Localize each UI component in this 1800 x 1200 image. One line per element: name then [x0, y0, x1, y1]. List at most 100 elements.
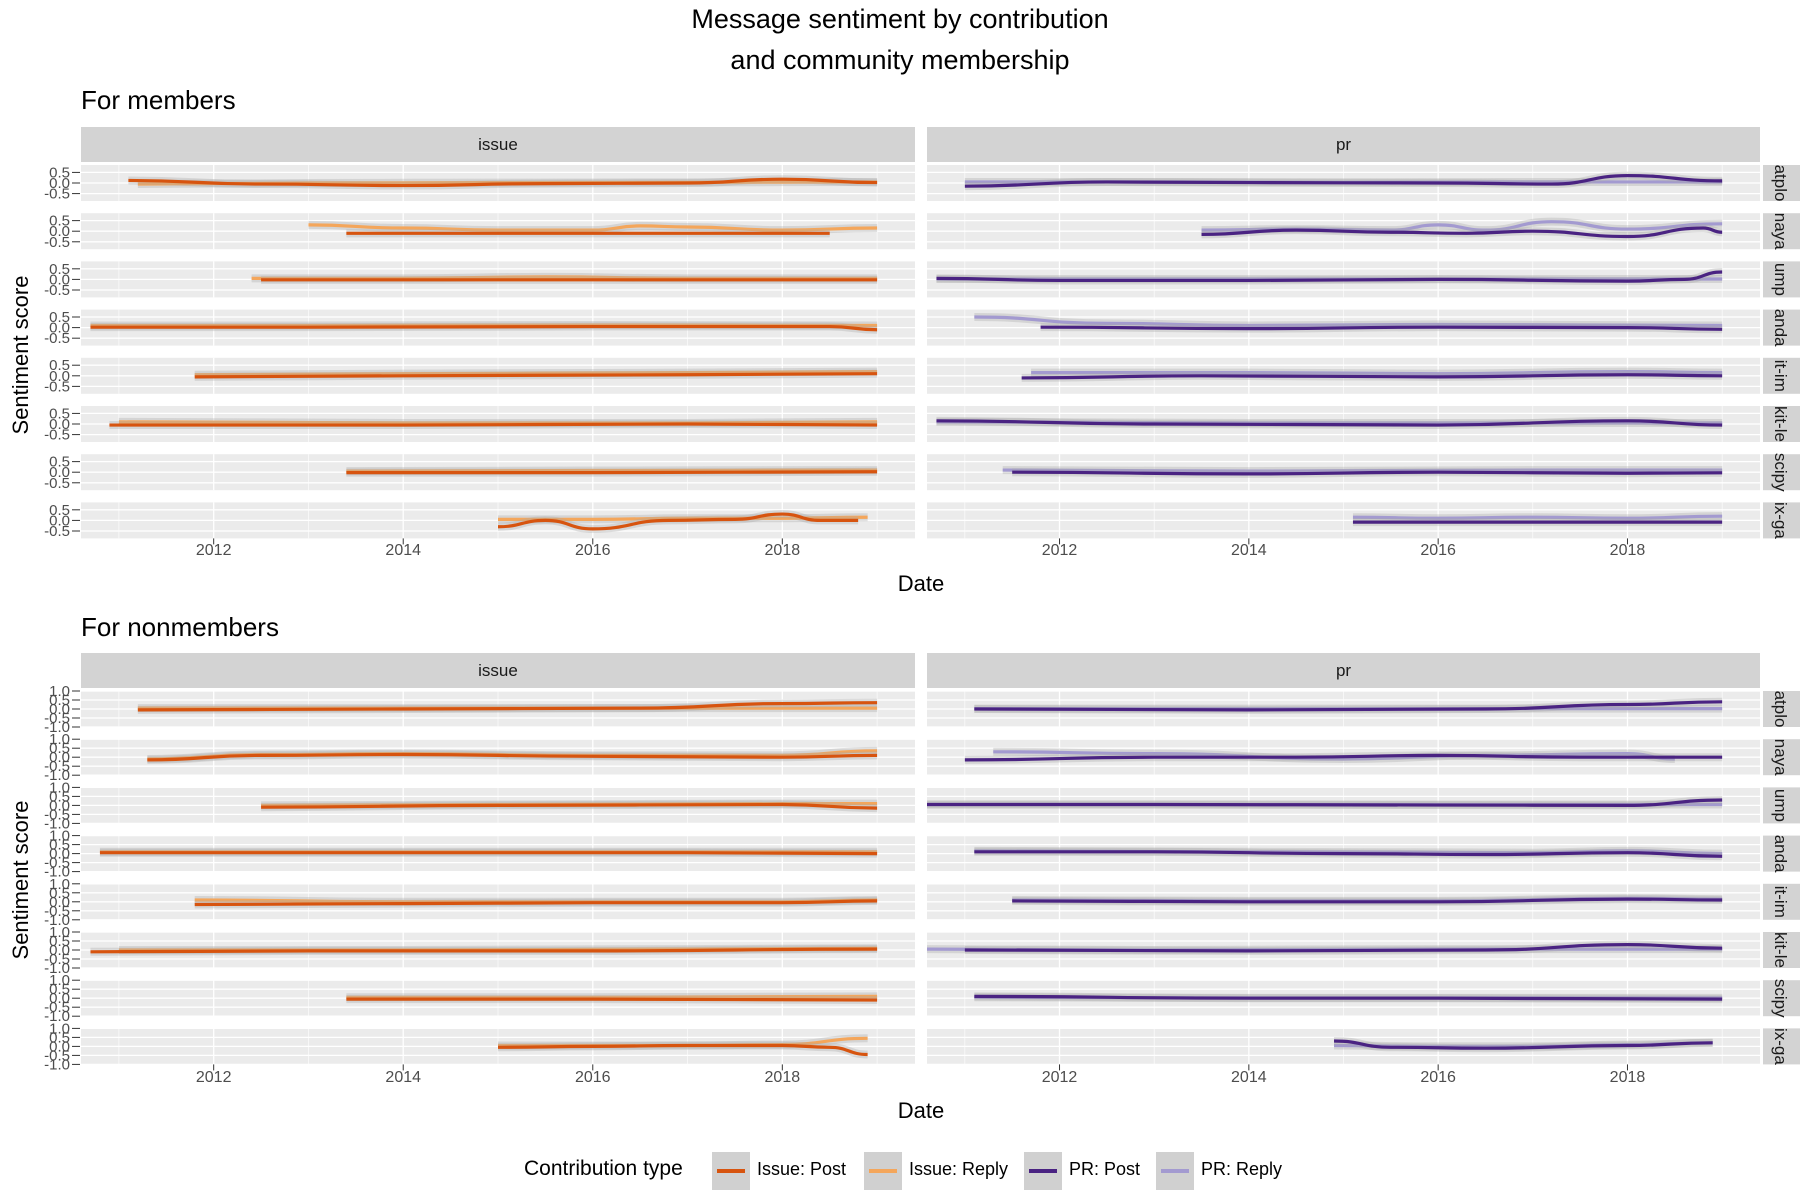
y-tick-label: 0.0 [49, 942, 70, 959]
series-line-pr-reply [974, 315, 1723, 328]
row-strip-scipy [1763, 980, 1800, 1017]
y-tick-label: 1.0 [49, 972, 70, 989]
y-tick-label: 1.0 [49, 924, 70, 941]
y-tick-label: 0.0 [49, 797, 70, 814]
series-line-pr-post [974, 850, 1723, 858]
x-tick-label: 2016 [1420, 1069, 1456, 1086]
y-tick-label: 0.5 [49, 357, 70, 374]
series-line-pr-post [1021, 373, 1723, 380]
y-tick-label: -1.0 [44, 960, 70, 977]
y-tick-label: 0.5 [49, 454, 70, 471]
y-tick-label: 1.0 [49, 876, 70, 893]
row-strip-naya [1763, 213, 1800, 250]
legend-title: Contribution type [524, 1157, 683, 1180]
x-tick-label: 2016 [575, 1069, 611, 1086]
y-tick-label: -1.0 [44, 912, 70, 929]
y-tick-label: 0.0 [49, 320, 70, 337]
row-strip-label: naya [1771, 213, 1790, 250]
row-strip-anda [1763, 835, 1800, 872]
row-strip-label: ix-ga [1771, 1028, 1790, 1065]
facet-strip-label: pr [1336, 135, 1351, 154]
series-line-issue-post [90, 324, 878, 332]
legend-label-issue-reply: Issue: Reply [909, 1159, 1009, 1179]
series-line-issue-post [346, 997, 878, 1002]
legend-label-pr-post: PR: Post [1069, 1159, 1141, 1179]
series-line-issue-post [147, 752, 878, 762]
y-tick-label: -0.5 [44, 951, 70, 968]
series-line-pr-post [936, 419, 1723, 427]
y-tick-label: -1.0 [44, 767, 70, 784]
y-tick-label: 0.5 [49, 309, 70, 326]
row-strip-ix-ga [1763, 1028, 1800, 1065]
y-tick-label: -0.5 [44, 903, 70, 920]
series-line-pr-reply [1352, 514, 1723, 520]
y-tick-label: -0.5 [44, 523, 70, 540]
series-line-pr-post [974, 700, 1723, 712]
series-line-issue-post [99, 851, 878, 856]
series-line-issue-post [128, 177, 878, 188]
y-tick-label: 0.5 [49, 692, 70, 709]
series-line-pr-reply [1031, 369, 1723, 376]
facet-strip-label: issue [478, 661, 518, 680]
y-tick-label: -0.5 [44, 282, 70, 299]
series-line-pr-post [927, 798, 1723, 808]
facet-strip-pr [927, 653, 1760, 688]
x-tick-label: 2012 [1042, 1069, 1078, 1086]
series-line-pr-post [1201, 226, 1723, 239]
row-strip-atplo [1763, 165, 1800, 201]
facet-strip-label: issue [478, 135, 518, 154]
figure-title-line1: Message sentiment by contribution [691, 4, 1109, 34]
y-tick-label: 0.0 [49, 175, 70, 192]
row-strip-label: ix-ga [1771, 502, 1790, 539]
y-tick-label: 0.0 [49, 368, 70, 385]
y-tick-label: 0.5 [49, 933, 70, 950]
y-tick-label: -1.0 [44, 1008, 70, 1025]
x-tick-label: 2016 [1420, 542, 1456, 559]
series-line-pr-post [974, 994, 1723, 1001]
x-tick-label: 2014 [385, 1069, 421, 1086]
y-tick-label: 1.0 [49, 1020, 70, 1037]
series-line-pr-post [1040, 325, 1723, 331]
row-strip-label: kit-le [1771, 932, 1790, 968]
series-line-issue-post [194, 899, 878, 907]
series-line-pr-reply [993, 750, 1675, 761]
series-line-issue-post [261, 802, 878, 810]
facet-strip-label: pr [1336, 661, 1351, 680]
row-strip-label: naya [1771, 739, 1790, 776]
series-line-pr-post [964, 753, 1723, 762]
y-tick-label: -1.0 [44, 815, 70, 832]
row-strip-kit-le [1763, 932, 1800, 968]
y-tick-label: 0.0 [49, 894, 70, 911]
y-tick-label: -0.5 [44, 806, 70, 823]
x-tick-label: 2014 [385, 542, 421, 559]
y-tick-label: 0.5 [49, 213, 70, 230]
series-line-pr-post [1012, 470, 1723, 476]
series-line-issue-post [346, 470, 878, 475]
y-tick-label: 0.5 [49, 885, 70, 902]
y-tick-label: -0.5 [44, 855, 70, 872]
series-line-pr-post [936, 270, 1723, 283]
series-line-issue-post [497, 1043, 868, 1057]
row-strip-ump [1763, 787, 1800, 824]
y-tick-label: 0.0 [49, 416, 70, 433]
y-tick-label: 0.0 [49, 512, 70, 529]
panel-grid [927, 502, 1760, 539]
row-strip-label: kit-le [1771, 406, 1790, 442]
y-tick-label: 1.0 [49, 779, 70, 796]
nonmembers-subtitle: For nonmembers [81, 612, 279, 642]
row-strip-label: scipy [1771, 979, 1790, 1018]
facet-strip-pr [927, 127, 1760, 162]
y-tick-label: 0.0 [49, 846, 70, 863]
series-line-issue-reply [308, 223, 878, 232]
y-tick-label: 1.0 [49, 683, 70, 700]
y-tick-label: 1.0 [49, 828, 70, 845]
y-tick-label: 0.5 [49, 261, 70, 278]
y-tick-label: -0.5 [44, 1047, 70, 1064]
y-tick-label: -0.5 [44, 186, 70, 203]
row-strip-kit-le [1763, 406, 1800, 442]
y-tick-label: 0.0 [49, 749, 70, 766]
row-strip-anda [1763, 309, 1800, 346]
x-tick-label: 2014 [1231, 1069, 1267, 1086]
y-tick-label: 0.5 [49, 164, 70, 181]
